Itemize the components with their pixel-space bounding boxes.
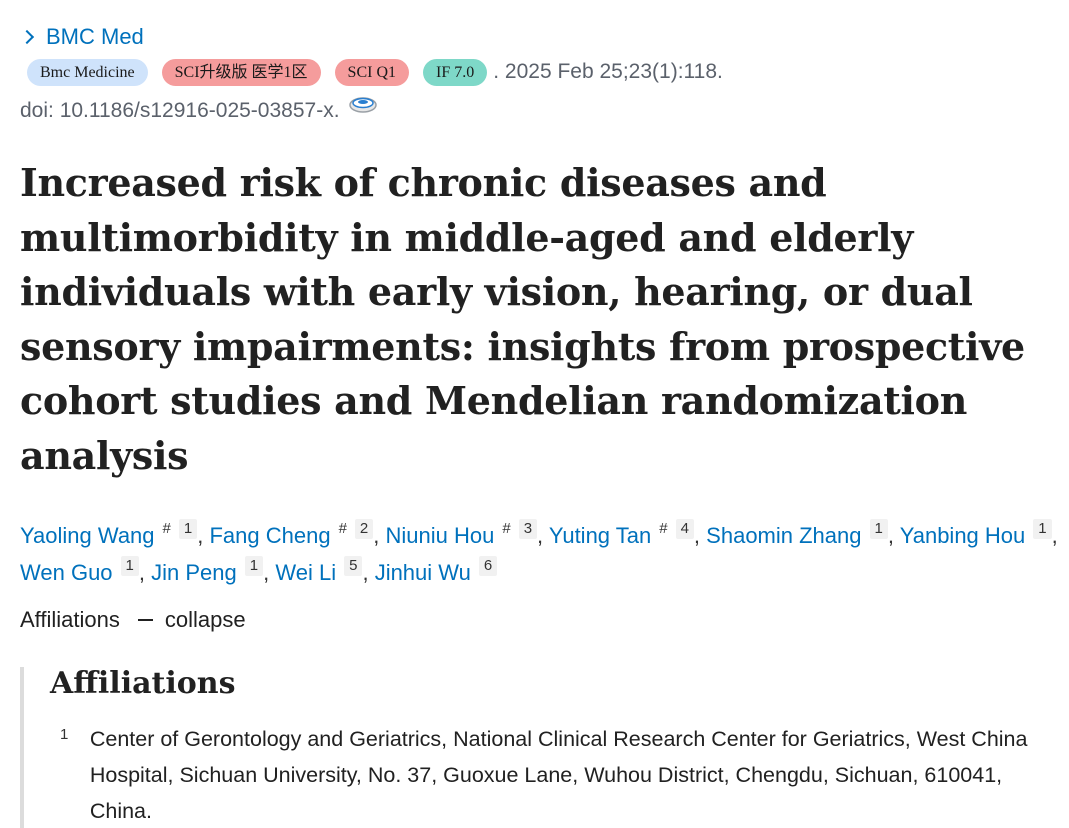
- equal-contribution-marker: #: [162, 520, 171, 537]
- affiliation-ref-link[interactable]: 3: [518, 519, 538, 539]
- affiliations-toggle[interactable]: Affiliations collapse: [20, 604, 246, 636]
- journal-link-label[interactable]: BMC Med: [46, 24, 144, 49]
- author-name-link[interactable]: Shaomin Zhang: [706, 523, 862, 548]
- affiliation-ref-link[interactable]: 1: [244, 556, 264, 576]
- sci-upgrade-badge[interactable]: SCI升级版 医学1区: [161, 58, 321, 86]
- author-entry: Yanbing Hou 1,: [899, 519, 1058, 548]
- collapse-dash-icon: [137, 619, 153, 621]
- author-name-link[interactable]: Wen Guo: [20, 560, 113, 585]
- author-separator: ,: [1051, 523, 1058, 548]
- equal-contribution-marker: #: [659, 520, 668, 537]
- author-name-link[interactable]: Jinhui Wu: [374, 560, 471, 585]
- author-name-link[interactable]: Niuniu Hou: [385, 523, 495, 548]
- author-separator: ,: [263, 560, 270, 585]
- doi-text: doi: 10.1186/s12916-025-03857-x.: [20, 99, 340, 122]
- author-name-link[interactable]: Jin Peng: [151, 560, 237, 585]
- author-entry: Yuting Tan #4,: [548, 519, 706, 548]
- affiliations-heading: Affiliations: [50, 666, 236, 701]
- journal-badges: Bmc Medicine SCI升级版 医学1区 SCI Q1 IF 7.0 .…: [27, 58, 723, 86]
- equal-contribution-marker: #: [502, 520, 511, 537]
- citation-tool-icon[interactable]: [348, 94, 378, 114]
- impact-factor-badge[interactable]: IF 7.0: [423, 58, 488, 86]
- author-separator: ,: [693, 523, 701, 548]
- affiliation-ref-link[interactable]: 4: [675, 519, 694, 539]
- affiliation-ref-link[interactable]: 1: [178, 519, 198, 539]
- author-separator: ,: [362, 560, 369, 585]
- sci-quartile-badge[interactable]: SCI Q1: [334, 58, 409, 86]
- affiliation-ref-link[interactable]: 6: [478, 556, 498, 576]
- author-name-link[interactable]: Wei Li: [275, 560, 337, 585]
- affiliation-ref-link[interactable]: 1: [869, 519, 888, 539]
- author-separator: ,: [537, 523, 544, 548]
- affiliation-text: Center of Gerontology and Geriatrics, Na…: [89, 727, 1028, 823]
- author-separator: ,: [138, 560, 146, 585]
- author-name-link[interactable]: Yuting Tan: [548, 523, 652, 548]
- author-separator: ,: [373, 523, 380, 548]
- affiliation-ref-link[interactable]: 2: [354, 519, 374, 539]
- doi-row: doi: 10.1186/s12916-025-03857-x.: [20, 96, 378, 126]
- author-entry: Yaoling Wang #1,: [20, 519, 209, 548]
- author-name-link[interactable]: Yanbing Hou: [899, 523, 1026, 548]
- affiliations-collapse-action[interactable]: collapse: [164, 607, 246, 632]
- journal-name-badge[interactable]: Bmc Medicine: [27, 58, 148, 86]
- author-entry: Wen Guo 1,: [20, 556, 151, 585]
- affiliation-number: 1: [60, 726, 69, 743]
- affiliation-ref-link[interactable]: 1: [120, 556, 139, 576]
- author-entry: Fang Cheng #2,: [209, 519, 385, 548]
- author-separator: ,: [887, 523, 894, 548]
- article-title: Increased risk of chronic diseases and m…: [20, 160, 1025, 478]
- author-entry: Wei Li 5,: [275, 556, 374, 585]
- affiliation-ref-link[interactable]: 1: [1033, 519, 1052, 539]
- affiliation-ref-link[interactable]: 5: [344, 556, 363, 576]
- author-entry: Shaomin Zhang 1,: [706, 519, 900, 548]
- equal-contribution-marker: #: [338, 520, 347, 537]
- author-separator: ,: [197, 523, 204, 548]
- author-name-link[interactable]: Fang Cheng: [209, 523, 331, 548]
- affiliations-panel: Affiliations 1 Center of Gerontology and…: [20, 667, 1069, 828]
- author-list: Yaoling Wang #1, Fang Cheng #2, Niuniu Hou…: [20, 510, 1060, 591]
- author-entry: Niuniu Hou #3,: [385, 519, 549, 548]
- author-entry: Jinhui Wu 6: [374, 556, 498, 585]
- affiliations-toggle-label[interactable]: Affiliations: [20, 607, 120, 632]
- affiliation-item: 1 Center of Gerontology and Geriatrics, …: [60, 721, 1060, 828]
- citation-date: . 2025 Feb 25;23(1):118.: [493, 60, 723, 83]
- author-name-link[interactable]: Yaoling Wang: [20, 523, 155, 548]
- author-entry: Jin Peng 1,: [151, 556, 275, 585]
- journal-link[interactable]: BMC Med: [19, 22, 144, 52]
- chevron-right-icon: [19, 29, 35, 45]
